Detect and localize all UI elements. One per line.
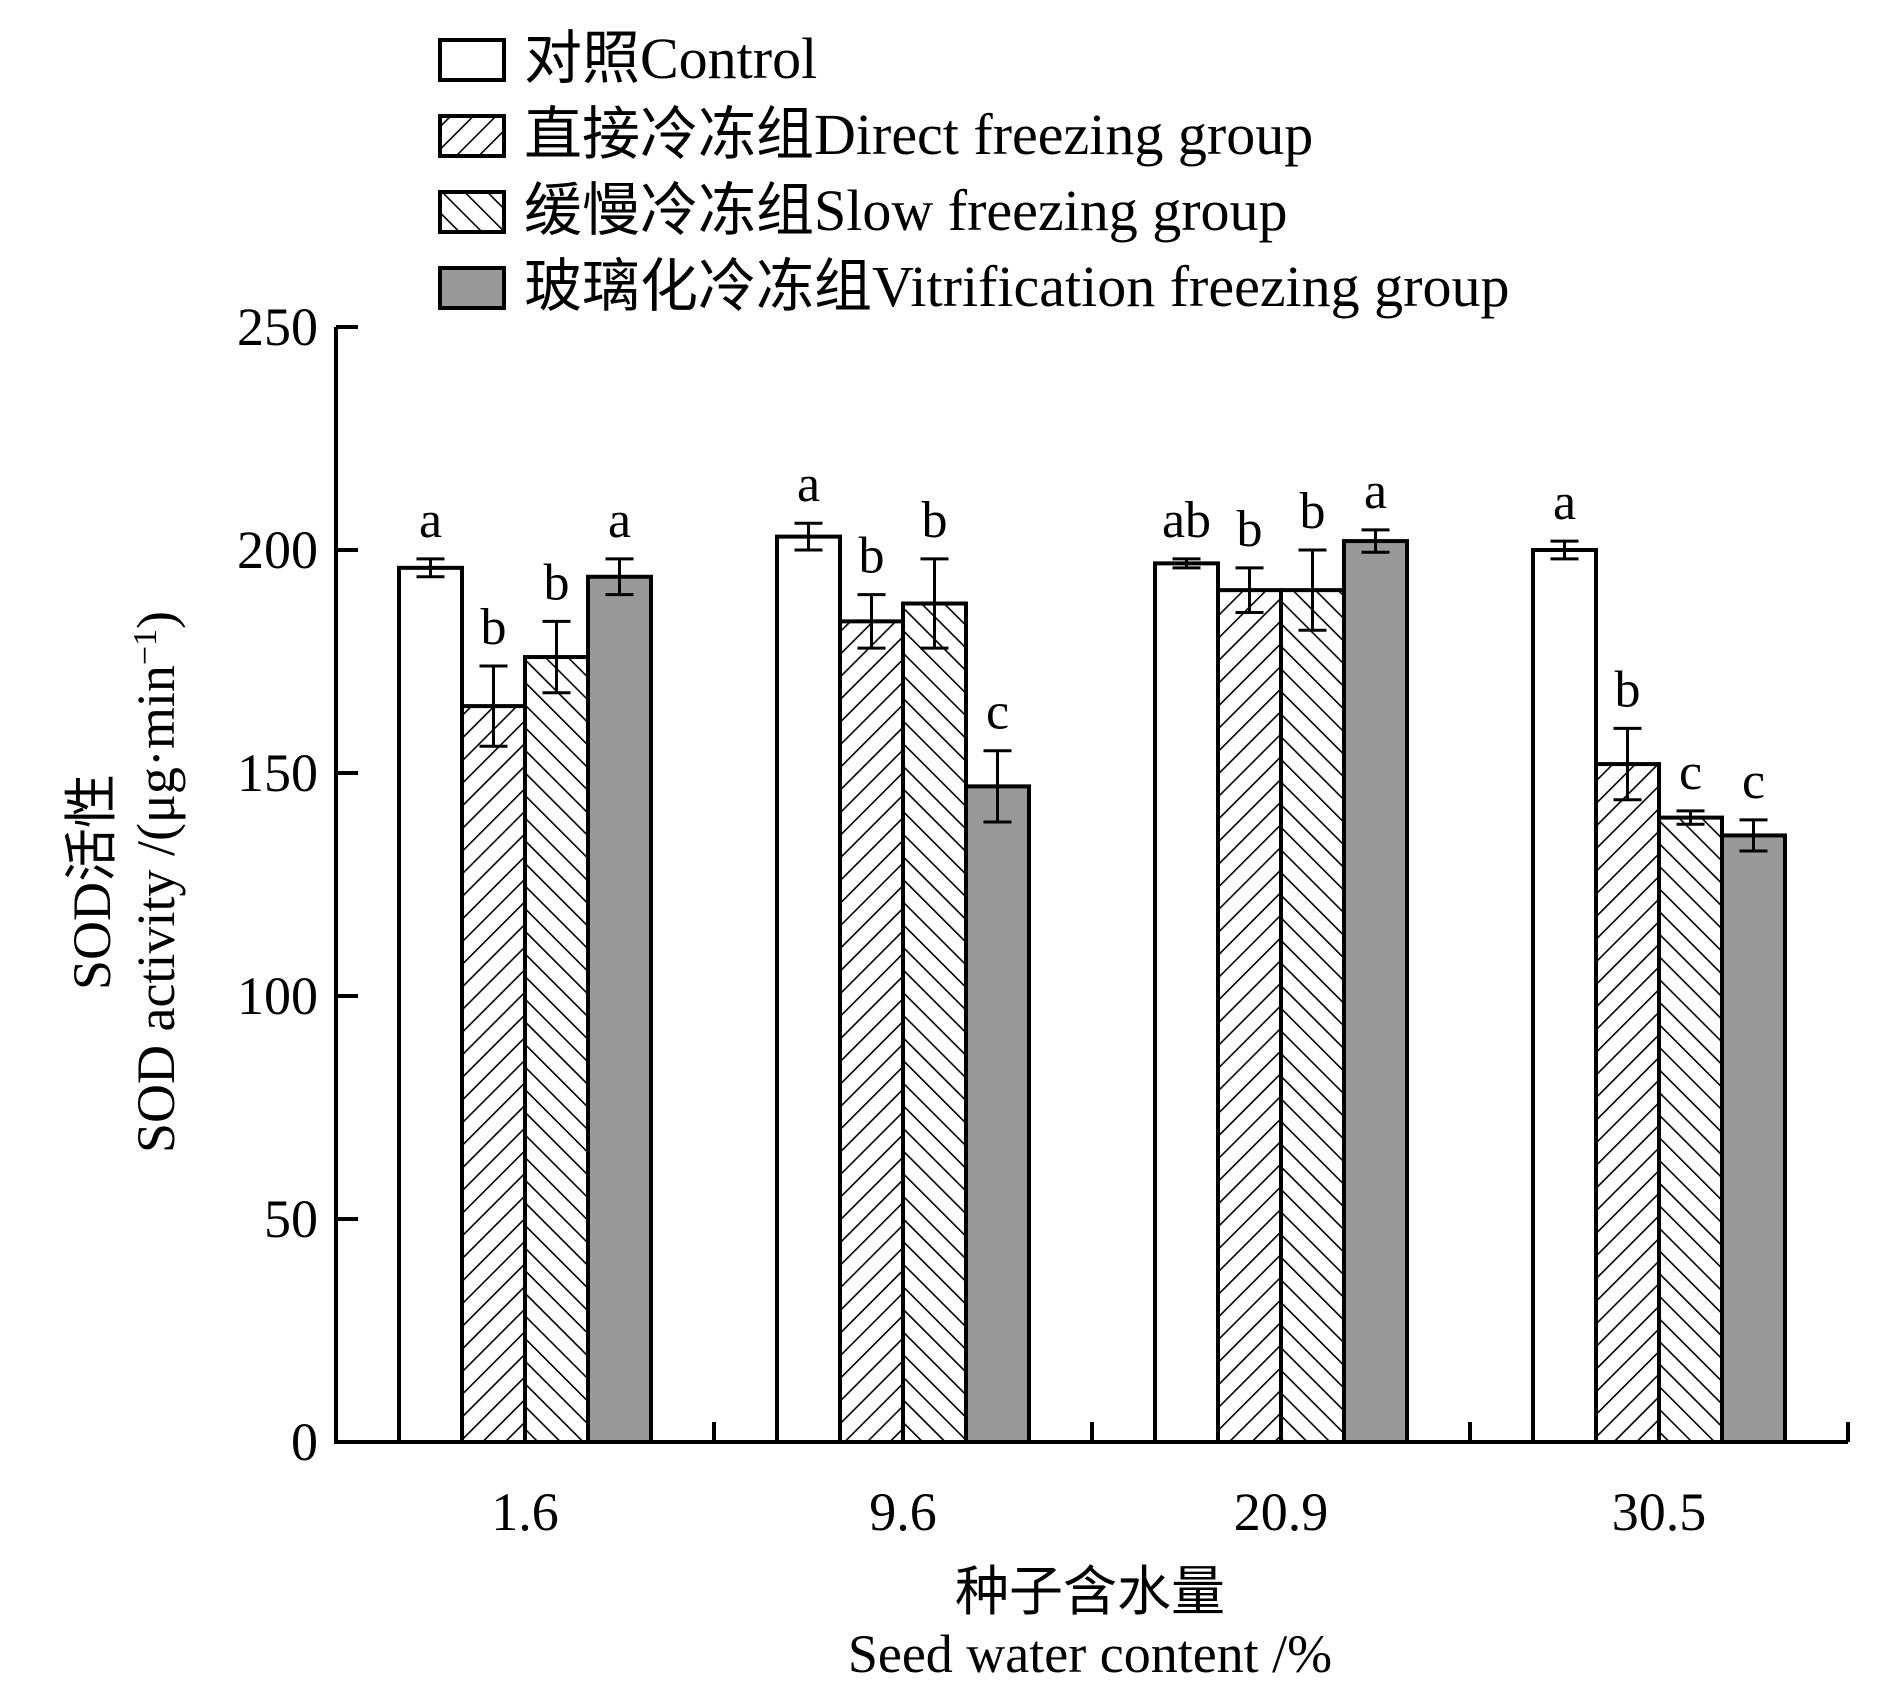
significance-label-4-1: a — [608, 492, 631, 549]
bar-3-1 — [523, 655, 590, 1444]
legend-label-1: 对照Control — [524, 26, 817, 91]
y-axis-title-en: SOD activity /(μg·min−1) — [126, 611, 186, 1153]
bar-1-3 — [1153, 561, 1220, 1444]
bar-4-2 — [964, 784, 1031, 1444]
significance-label-1-1: a — [419, 492, 442, 549]
legend-label-2: 直接冷冻组Direct freezing group — [524, 102, 1313, 167]
x-tick-label-3: 20.9 — [1234, 1482, 1329, 1542]
bar-3-3 — [1279, 588, 1346, 1444]
significance-label-4-2: c — [986, 684, 1009, 741]
y-tick-label-6: 250 — [237, 297, 318, 357]
legend-swatch-3 — [438, 190, 506, 234]
bar-3-2 — [901, 601, 968, 1444]
significance-label-2-4: b — [1615, 661, 1641, 718]
y-axis-title-cn: SOD活性 — [62, 774, 122, 990]
significance-label-3-3: b — [1300, 483, 1326, 540]
y-tick-label-4: 150 — [237, 743, 318, 803]
significance-label-3-1: b — [544, 554, 570, 611]
y-axis-title-close: ) — [126, 611, 186, 629]
legend-swatch-2 — [438, 114, 506, 158]
significance-label-3-4: c — [1679, 744, 1702, 801]
bar-3-4 — [1657, 815, 1724, 1444]
bar-4-3 — [1342, 539, 1409, 1444]
y-axis-title-main: SOD activity /(μg·min — [126, 665, 186, 1153]
significance-label-2-1: b — [481, 599, 507, 656]
legend-label-4: 玻璃化冷冻组Vitrification freezing group — [524, 254, 1510, 319]
axes-group: 0 50 100 150 200 250 1.6 9.6 20.9 30.5 — [237, 297, 1850, 1542]
significance-label-1-3: ab — [1162, 492, 1211, 549]
bar-2-2 — [838, 619, 905, 1444]
bar-2-4 — [1594, 762, 1661, 1444]
bar-2-1 — [460, 704, 527, 1444]
x-axis-title-en: Seed water content /% — [848, 1624, 1332, 1684]
bar-2-3 — [1216, 588, 1283, 1444]
bar-4-4 — [1720, 833, 1787, 1444]
y-tick-label-2: 50 — [264, 1189, 318, 1249]
x-tick-label-1: 1.6 — [491, 1482, 559, 1542]
significance-label-1-4: a — [1553, 474, 1576, 531]
x-axis-title-cn: 种子含水量 — [955, 1562, 1225, 1622]
bar-4-1 — [586, 574, 653, 1444]
y-axis-title-sup: −1 — [127, 629, 164, 665]
significance-label-4-4: c — [1742, 753, 1765, 810]
legend-swatch-4 — [438, 266, 506, 310]
x-tick-label-2: 9.6 — [869, 1482, 937, 1542]
y-tick-label-1: 0 — [291, 1412, 318, 1472]
bar-1-2 — [775, 534, 842, 1444]
legend-label-3: 缓慢冷冻组Slow freezing group — [524, 178, 1288, 243]
bar-1-4 — [1531, 548, 1598, 1444]
legend-swatch-1 — [438, 38, 506, 82]
x-tick-label-4: 30.5 — [1612, 1482, 1707, 1542]
significance-label-4-3: a — [1364, 463, 1387, 520]
y-tick-label-3: 100 — [237, 966, 318, 1026]
significance-label-1-2: a — [797, 456, 820, 513]
significance-label-3-2: b — [922, 492, 948, 549]
bar-1-1 — [397, 565, 464, 1444]
significance-label-2-2: b — [859, 528, 885, 585]
significance-label-2-3: b — [1237, 501, 1263, 558]
y-tick-label-5: 200 — [237, 520, 318, 580]
legend: 对照Control 直接冷冻组Direct freezing group 缓慢冷冻组… — [438, 26, 1510, 319]
